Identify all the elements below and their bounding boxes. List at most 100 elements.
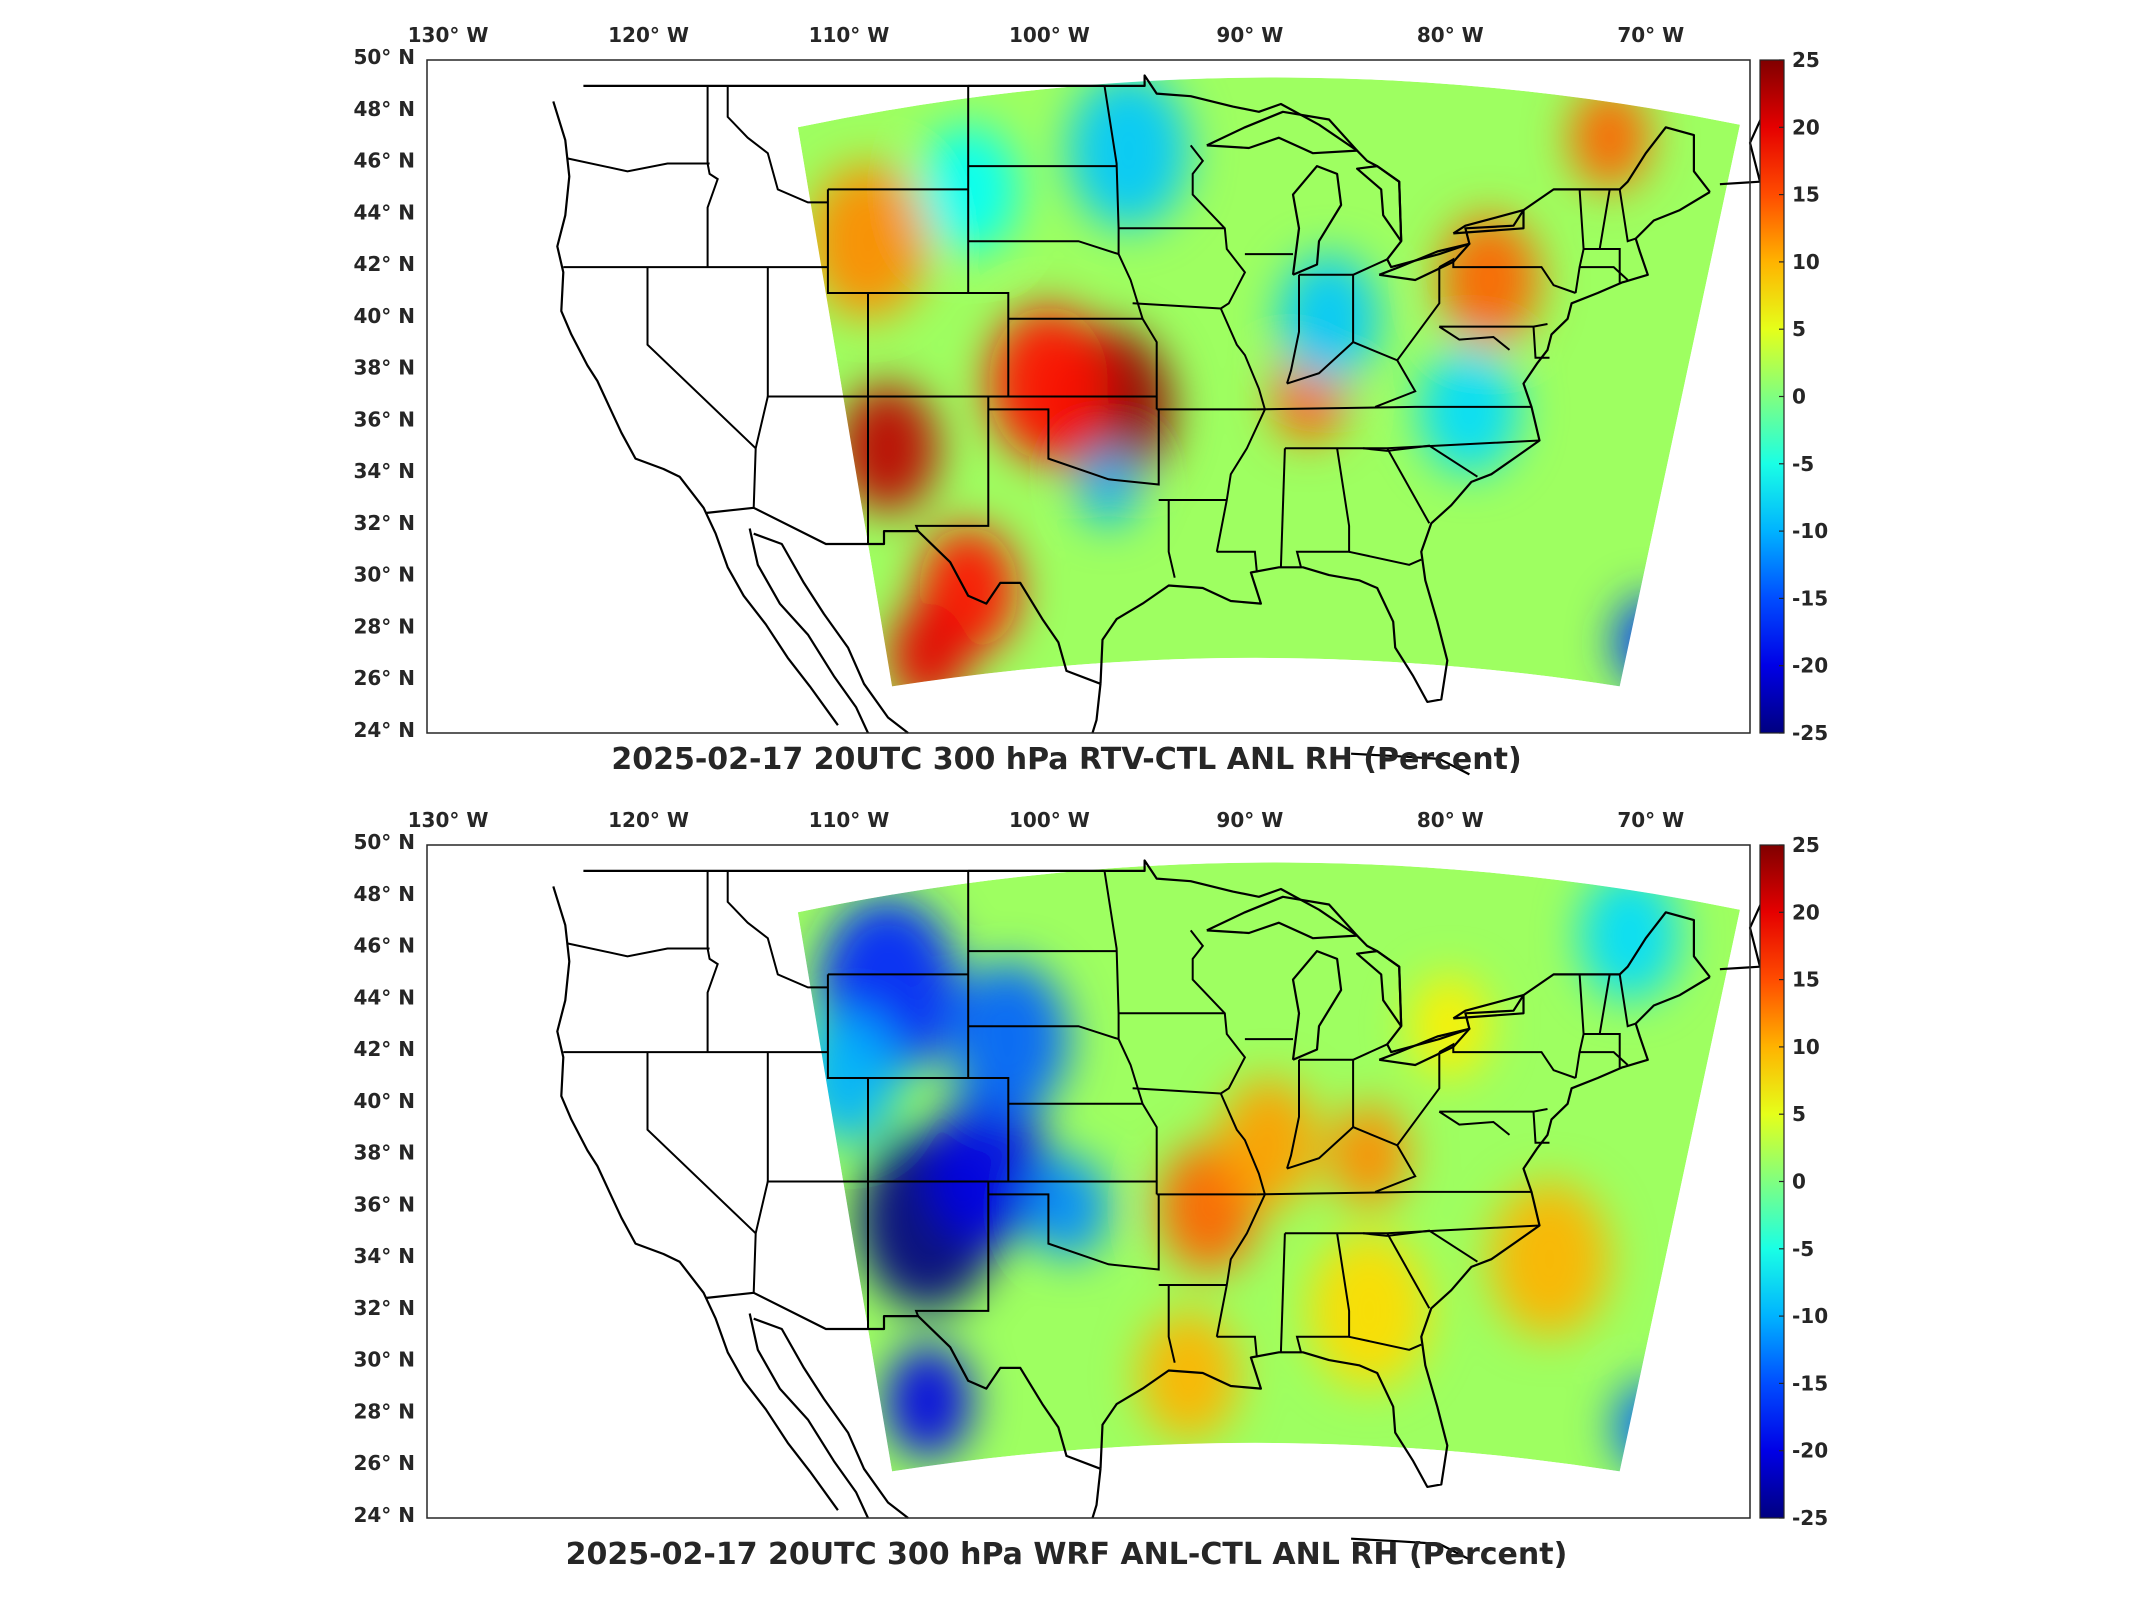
- lat-tick-label: 24° N: [353, 718, 415, 742]
- lon-tick-label: 80° W: [1417, 808, 1484, 832]
- coastline-11: [1378, 1027, 1471, 1067]
- lat-tick-label: 38° N: [353, 356, 415, 380]
- latitude-labels: 50° N 48° N 46° N 44° N 42° N 40° N 38° N 36° N…: [353, 830, 415, 1527]
- colorbar-tick-label: 5: [1792, 1102, 1806, 1126]
- state-border-32: [1256, 1190, 1532, 1196]
- state-border-33: [1374, 359, 1417, 408]
- state-border-40: [1438, 1042, 1576, 1079]
- lat-tick-label: 44° N: [353, 200, 415, 224]
- state-border-20: [1132, 302, 1221, 310]
- state-border-42: [1438, 325, 1511, 351]
- field-anomaly-10: [1278, 254, 1380, 384]
- colorbar-tick-label: -25: [1792, 1506, 1828, 1530]
- rh-difference-field: [797, 77, 1740, 687]
- state-border-36: [1279, 1233, 1286, 1353]
- state-border-17: [1103, 85, 1158, 410]
- coastline-2: [753, 532, 909, 734]
- state-border-0: [706, 870, 719, 1053]
- colorbar-tick-label: -20: [1792, 654, 1828, 678]
- state-border-42: [1438, 1110, 1511, 1136]
- lon-tick-label: 110° W: [809, 808, 890, 832]
- state-border-24: [1167, 1285, 1176, 1363]
- lon-tick-label: 100° W: [1009, 808, 1090, 832]
- field-anomaly-4: [884, 1344, 973, 1459]
- state-border-39: [1386, 447, 1431, 524]
- state-borders: [563, 84, 1637, 578]
- state-border-46: [1618, 974, 1637, 1028]
- lat-tick-label: 44° N: [353, 985, 415, 1009]
- longitude-labels: 130° W 120° W 110° W 100° W 90° W 80° W 70° W: [408, 23, 1685, 47]
- state-border-4: [726, 85, 828, 204]
- state-border-24: [1167, 500, 1176, 578]
- state-border-27: [1286, 274, 1300, 384]
- state-border-16: [988, 408, 1160, 486]
- state-border-34: [1284, 1224, 1540, 1235]
- state-border-32: [1256, 405, 1532, 411]
- coastline-2: [753, 1317, 909, 1519]
- field-anomaly-2: [988, 305, 1109, 462]
- state-border-35: [1362, 444, 1478, 478]
- map-panel-bottom: 130° W 120° W 110° W 100° W 90° W 80° W 70° W 5…: [0, 785, 2133, 1585]
- state-border-30: [1352, 267, 1441, 362]
- lat-tick-label: 30° N: [353, 563, 415, 587]
- state-border-10: [868, 1077, 1010, 1183]
- state-border-48: [1598, 189, 1611, 250]
- lat-tick-label: 42° N: [353, 1037, 415, 1061]
- lat-tick-label: 28° N: [353, 614, 415, 638]
- state-border-10: [868, 292, 1010, 398]
- colorbar-tick-label: 5: [1792, 317, 1806, 341]
- colorbar-tick-label: 0: [1792, 1170, 1806, 1194]
- coastline-3: [1099, 976, 1711, 1488]
- state-border-50: [1352, 1043, 1388, 1061]
- coastline-11: [1378, 242, 1471, 282]
- lat-tick-label: 34° N: [353, 1244, 415, 1268]
- colorbar-tick-label: -20: [1792, 1439, 1828, 1463]
- field-anomaly-13: [1078, 448, 1139, 526]
- colorbar-tick-label: 10: [1792, 250, 1820, 274]
- state-borders: [563, 869, 1637, 1363]
- state-border-25: [1216, 550, 1258, 573]
- state-border-27: [1286, 1059, 1300, 1169]
- colorbar: 25 20 15 10 5 0 -5 -10 -15 -20 -25: [1759, 48, 1828, 745]
- state-border-44: [1574, 974, 1585, 1079]
- latitude-labels: 50° N 48° N 46° N 44° N 42° N 40° N 38° N 36° N…: [353, 45, 415, 742]
- state-border-34: [1284, 439, 1540, 450]
- field-anomaly-5: [1028, 1155, 1109, 1260]
- coastline-9: [1291, 950, 1343, 1061]
- state-border-17: [1103, 870, 1158, 1195]
- map-title-top: 2025-02-17 20UTC 300 hPa RTV-CTL ANL RH …: [611, 742, 1522, 777]
- colorbar-tick-label: 25: [1792, 833, 1820, 857]
- state-border-47: [1579, 266, 1629, 281]
- lon-tick-label: 70° W: [1617, 808, 1684, 832]
- lat-tick-label: 24° N: [353, 1503, 415, 1527]
- state-border-20: [1132, 1087, 1221, 1095]
- lat-tick-label: 34° N: [353, 459, 415, 483]
- state-border-30: [1352, 1052, 1441, 1147]
- state-border-43: [1532, 326, 1550, 359]
- lat-tick-label: 40° N: [353, 1089, 415, 1113]
- state-border-43: [1532, 1111, 1550, 1144]
- state-border-48: [1598, 974, 1611, 1035]
- coastline-13: [1452, 994, 1525, 1020]
- colorbar-tick-label: -5: [1792, 1237, 1814, 1261]
- colorbar-tick-label: 15: [1792, 968, 1820, 992]
- lon-tick-label: 80° W: [1417, 23, 1484, 47]
- state-border-13: [968, 240, 1119, 256]
- lat-tick-label: 38° N: [353, 1141, 415, 1165]
- lat-tick-label: 48° N: [353, 882, 415, 906]
- coastline-0: [552, 886, 839, 1511]
- coastline-5: [1351, 1537, 1470, 1561]
- field-anomaly-8: [1569, 85, 1650, 190]
- lon-tick-label: 120° W: [608, 808, 689, 832]
- state-border-46: [1618, 189, 1637, 243]
- field-anomaly-12: [1309, 1233, 1430, 1389]
- lat-tick-label: 48° N: [353, 97, 415, 121]
- state-border-33: [1374, 1144, 1417, 1193]
- lat-tick-label: 40° N: [353, 304, 415, 328]
- lat-tick-label: 46° N: [353, 149, 415, 173]
- lon-tick-label: 90° W: [1216, 23, 1283, 47]
- coastline-1: [748, 528, 869, 734]
- map-figure-top: 130° W 120° W 110° W 100° W 90° W 80° W 70° W 5…: [353, 23, 1828, 776]
- state-border-39: [1386, 1232, 1431, 1309]
- coastline-10: [1206, 895, 1359, 940]
